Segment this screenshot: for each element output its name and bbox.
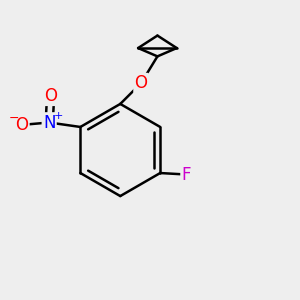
- Text: N: N: [43, 113, 56, 131]
- Text: F: F: [182, 166, 191, 184]
- Text: O: O: [15, 116, 28, 134]
- Text: O: O: [44, 87, 57, 105]
- Text: +: +: [53, 111, 63, 121]
- Text: −: −: [9, 112, 19, 125]
- Text: O: O: [135, 74, 148, 92]
